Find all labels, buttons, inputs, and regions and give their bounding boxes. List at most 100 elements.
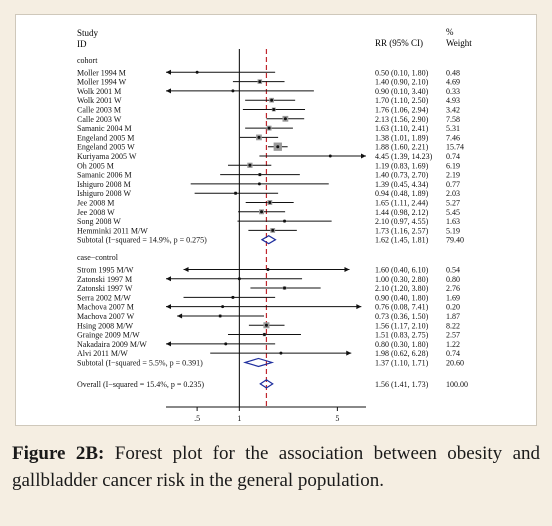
study-ci: 0.90 (0.10, 3.40): [375, 87, 429, 96]
study-weight: 5.19: [446, 226, 460, 235]
subtotal-ci: 1.37 (1.10, 1.71): [375, 358, 429, 367]
study-point: [218, 314, 222, 318]
study-label: Zatonski 1997 W: [77, 284, 133, 293]
study-point: [257, 135, 261, 139]
study-ci: 1.76 (1.06, 2.94): [375, 106, 429, 115]
study-point: [260, 210, 264, 214]
study-ci: 1.00 (0.30, 2.80): [375, 275, 429, 284]
study-label: Kuriyama 2005 W: [77, 152, 137, 161]
subtotal-ci: 1.62 (1.45, 1.81): [375, 236, 429, 245]
study-label: Hemminki 2011 M/W: [77, 226, 148, 235]
study-weight: 2.03: [446, 189, 460, 198]
subtotal-diamond: [243, 357, 275, 368]
study-weight: 15.74: [446, 143, 464, 152]
group-label: case−control: [77, 253, 119, 262]
study-label: Alvi 2011 M/W: [77, 349, 128, 358]
study-label: Wolk 2001 M: [77, 87, 121, 96]
study-ci: 1.40 (0.90, 2.10): [375, 78, 429, 87]
ci-arrow-left: [183, 266, 189, 272]
study-point: [248, 163, 252, 167]
study-ci: 2.13 (1.56, 2.90): [375, 115, 429, 124]
study-ci: 2.10 (0.97, 4.55): [375, 217, 429, 226]
study-point: [224, 342, 228, 346]
study-label: Wolk 2001 W: [77, 96, 122, 105]
overall-label: Overall (I−squared = 15.4%, p = 0.235): [77, 380, 204, 389]
figure-caption: Figure 2B: Forest plot for the associati…: [12, 440, 540, 494]
study-weight: 0.33: [446, 87, 460, 96]
study-label: Ishiguro 2008 M: [77, 180, 131, 189]
study-weight: 7.58: [446, 115, 460, 124]
overall-ci: 1.56 (1.41, 1.73): [375, 380, 429, 389]
study-ci: 2.10 (1.20, 3.80): [375, 284, 429, 293]
study-label: Moller 1994 W: [77, 78, 127, 87]
subtotal-label: Subtotal (I−squared = 14.9%, p = 0.275): [77, 236, 207, 245]
study-label: Jee 2008 W: [77, 208, 115, 217]
study-ci: 1.70 (1.10, 2.50): [375, 96, 429, 105]
header-id: ID: [77, 39, 87, 49]
forest-plot: Study ID RR (95% CI) % Weight cohort Moll…: [77, 27, 472, 423]
study-weight: 6.19: [446, 161, 460, 170]
study-label: Zatonski 1997 M: [77, 275, 132, 284]
overall-diamond: [259, 379, 274, 389]
study-ci: 1.65 (1.11, 2.44): [375, 199, 428, 208]
study-label: Moller 1994 M: [77, 68, 126, 77]
study-label: Hsing 2008 M/W: [77, 321, 133, 330]
study-ci: 0.80 (0.30, 1.80): [375, 340, 429, 349]
ci-arrow-left: [166, 341, 171, 347]
study-point: [276, 145, 280, 149]
study-ci: 0.50 (0.10, 1.80): [375, 68, 429, 77]
study-point: [221, 305, 225, 309]
study-weight: 2.57: [446, 331, 460, 340]
study-weight: 8.22: [446, 321, 460, 330]
ci-arrow-left: [177, 313, 183, 319]
study-ci: 0.76 (0.08, 7.41): [375, 303, 429, 312]
study-point: [264, 323, 268, 327]
study-label: Oh 2005 M: [77, 161, 114, 170]
x-tick-label: 1: [237, 414, 241, 423]
study-ci: 1.19 (0.83, 1.69): [375, 161, 429, 170]
study-ci: 0.73 (0.36, 1.50): [375, 312, 429, 321]
header-weight: Weight: [446, 38, 472, 48]
study-ci: 1.98 (0.62, 6.28): [375, 349, 429, 358]
study-point: [279, 351, 283, 355]
study-ci: 1.73 (1.16, 2.57): [375, 226, 429, 235]
subtotal-weight: 20.60: [446, 358, 464, 367]
study-point: [195, 70, 199, 74]
subtotal-weight: 79.40: [446, 236, 464, 245]
study-weight: 4.69: [446, 78, 460, 87]
study-ci: 0.90 (0.40, 1.80): [375, 293, 429, 302]
study-label: Samanic 2006 M: [77, 171, 132, 180]
ci-arrow-right: [346, 350, 352, 356]
study-point: [271, 228, 275, 232]
group-label: cohort: [77, 56, 98, 65]
study-weight: 1.63: [446, 217, 460, 226]
study-weight: 0.54: [446, 265, 460, 274]
study-point: [257, 182, 261, 186]
header-ci: RR (95% CI): [375, 38, 423, 48]
subtotal-label: Subtotal (I−squared = 5.5%, p = 0.391): [77, 358, 203, 367]
study-point: [231, 89, 235, 93]
study-label: Machova 2007 W: [77, 312, 135, 321]
study-weight: 2.76: [446, 284, 460, 293]
study-weight: 2.19: [446, 171, 460, 180]
study-label: Samanic 2004 M: [77, 124, 132, 133]
study-label: Nakadaira 2009 M/W: [77, 340, 147, 349]
study-ci: 4.45 (1.39, 14.23): [375, 152, 433, 161]
study-weight: 0.48: [446, 68, 460, 77]
header-pct: %: [446, 27, 454, 37]
study-weight: 1.22: [446, 340, 460, 349]
study-weight: 7.46: [446, 133, 460, 142]
study-point: [266, 267, 270, 271]
study-label: Engeland 2005 M: [77, 133, 134, 142]
study-label: Calle 2003 M: [77, 106, 121, 115]
subtotal-diamond: [260, 235, 277, 245]
study-weight: 0.20: [446, 303, 460, 312]
study-ci: 1.63 (1.10, 2.41): [375, 124, 429, 133]
study-point: [272, 108, 276, 111]
x-tick-label: .5: [194, 414, 200, 423]
study-weight: 0.74: [446, 349, 460, 358]
study-ci: 1.38 (1.01, 1.89): [375, 133, 429, 142]
study-point: [258, 80, 262, 84]
study-label: Strom 1995 M/W: [77, 265, 134, 274]
study-weight: 5.45: [446, 208, 460, 217]
